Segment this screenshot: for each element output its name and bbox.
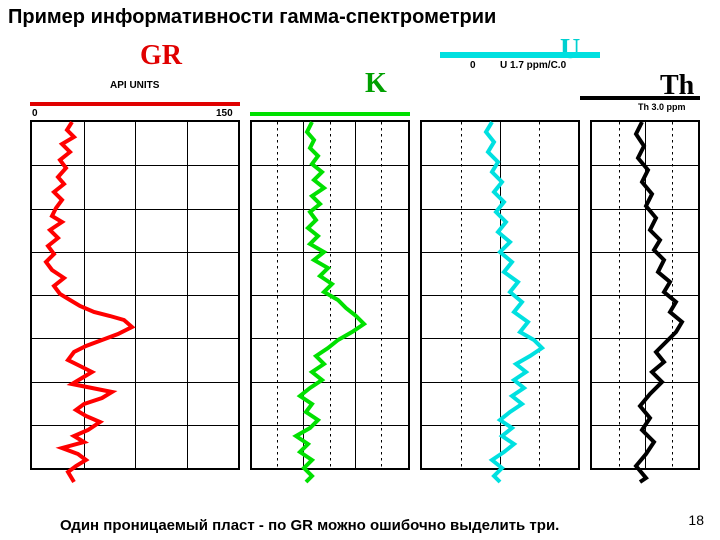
u-underline [440, 52, 600, 58]
k-underline [250, 112, 410, 116]
gr-panel [30, 120, 240, 470]
k-track-label: K [365, 68, 387, 100]
u-axis-left: 0 [470, 60, 476, 71]
u-curve [422, 122, 582, 472]
gr-underline [30, 102, 240, 106]
gr-track-label: GR [140, 40, 182, 72]
gr-axis-left: 0 [32, 108, 38, 119]
th-axis-title: Th 3.0 ppm [638, 102, 686, 112]
gr-axis-right: 150 [216, 108, 233, 119]
th-underline [580, 96, 700, 100]
gr-curve [32, 122, 242, 472]
th-panel [590, 120, 700, 470]
log-figure: GR K U Th API UNITS 0 150 U 1.7 ppm/C.0 … [20, 40, 700, 480]
th-curve [592, 122, 702, 472]
gr-axis-title: API UNITS [110, 80, 159, 91]
page-number: 18 [688, 512, 704, 528]
k-curve [252, 122, 412, 472]
figure-caption: Один проницаемый пласт - по GR можно оши… [60, 517, 559, 534]
u-panel [420, 120, 580, 470]
u-axis-title: U 1.7 ppm/C.0 [500, 60, 566, 71]
slide-title: Пример информативности гамма-спектрометр… [8, 6, 496, 29]
k-panel [250, 120, 410, 470]
